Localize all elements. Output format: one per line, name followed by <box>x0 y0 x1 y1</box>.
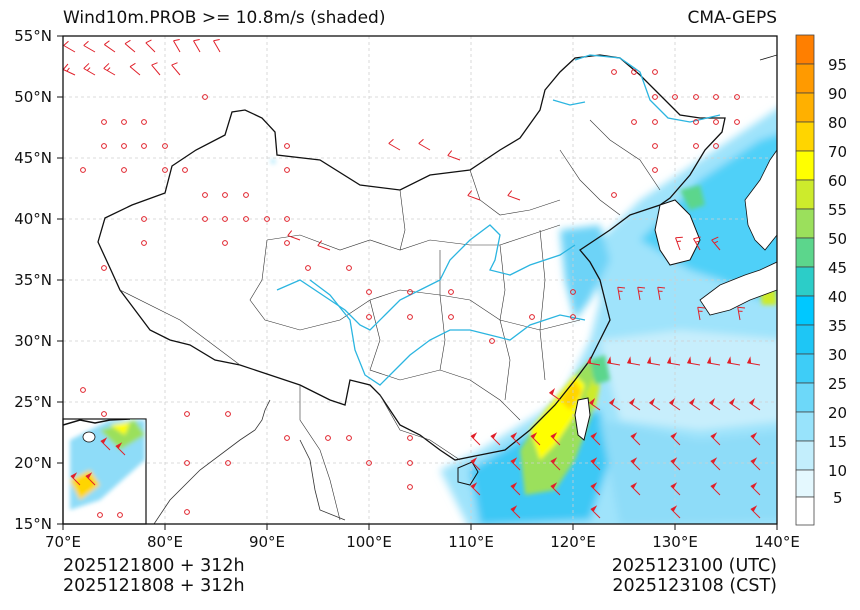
x-tick-140e: 140°E <box>754 533 800 551</box>
y-tick-25n: 25°N <box>14 393 52 411</box>
x-tick-120e: 120°E <box>550 533 596 551</box>
colorbar-label: 95 <box>828 56 848 74</box>
y-tick-20n: 20°N <box>14 454 52 472</box>
y-tick-40n: 40°N <box>14 210 52 228</box>
inset-map <box>62 418 147 525</box>
valid-utc: 2025123100 (UTC) <box>611 556 777 576</box>
colorbar-label: 40 <box>828 288 848 306</box>
x-tick-90e: 90°E <box>248 533 286 551</box>
colorbar-label: 55 <box>828 201 848 219</box>
china-border <box>97 54 726 461</box>
y-tick-35n: 35°N <box>14 271 52 289</box>
x-tick-110e: 110°E <box>448 533 494 551</box>
y-tick-55n: 55°N <box>14 27 52 45</box>
x-tick-80e: 80°E <box>146 533 184 551</box>
valid-cst: 2025123108 (CST) <box>612 576 777 596</box>
colorbar-label: 80 <box>828 114 848 132</box>
river-amur <box>574 54 721 123</box>
colorbar-label: 70 <box>828 143 848 161</box>
forecast-init-info: 2025121800 + 312h 2025121808 + 312h <box>63 556 245 596</box>
x-tick-100e: 100°E <box>346 533 392 551</box>
colorbar-label: 5 <box>833 489 843 507</box>
river-yellow <box>276 224 576 331</box>
colorbar-label: 90 <box>828 85 848 103</box>
init-cst: 2025121808 + 312h <box>63 576 245 596</box>
plot-title: Wind10m.PROB >= 10.8m/s (shaded) <box>63 8 386 28</box>
colorbar-label: 30 <box>828 346 848 364</box>
y-tick-30n: 30°N <box>14 332 52 350</box>
axis-ticks <box>57 35 778 530</box>
y-tick-15n: 15°N <box>14 515 52 533</box>
colorbar-label: 10 <box>828 462 848 480</box>
river-yangtze <box>309 279 586 386</box>
valid-time-info: 2025123100 (UTC) 2025123108 (CST) <box>612 556 777 596</box>
y-tick-45n: 45°N <box>14 149 52 167</box>
colorbar-label: 20 <box>828 404 848 422</box>
colorbar-label: 25 <box>828 375 848 393</box>
x-tick-70e: 70°E <box>44 533 82 551</box>
colorbar <box>795 34 815 526</box>
colorbar-label: 35 <box>828 317 848 335</box>
colorbar-label: 50 <box>828 230 848 248</box>
geography <box>97 54 777 524</box>
x-tick-130e: 130°E <box>652 533 698 551</box>
colorbar-label: 45 <box>828 259 848 277</box>
y-tick-50n: 50°N <box>14 88 52 106</box>
model-name: CMA-GEPS <box>687 8 777 28</box>
colorbar-label: 15 <box>828 433 848 451</box>
init-utc: 2025121800 + 312h <box>63 556 245 576</box>
colorbar-label: 60 <box>828 172 848 190</box>
